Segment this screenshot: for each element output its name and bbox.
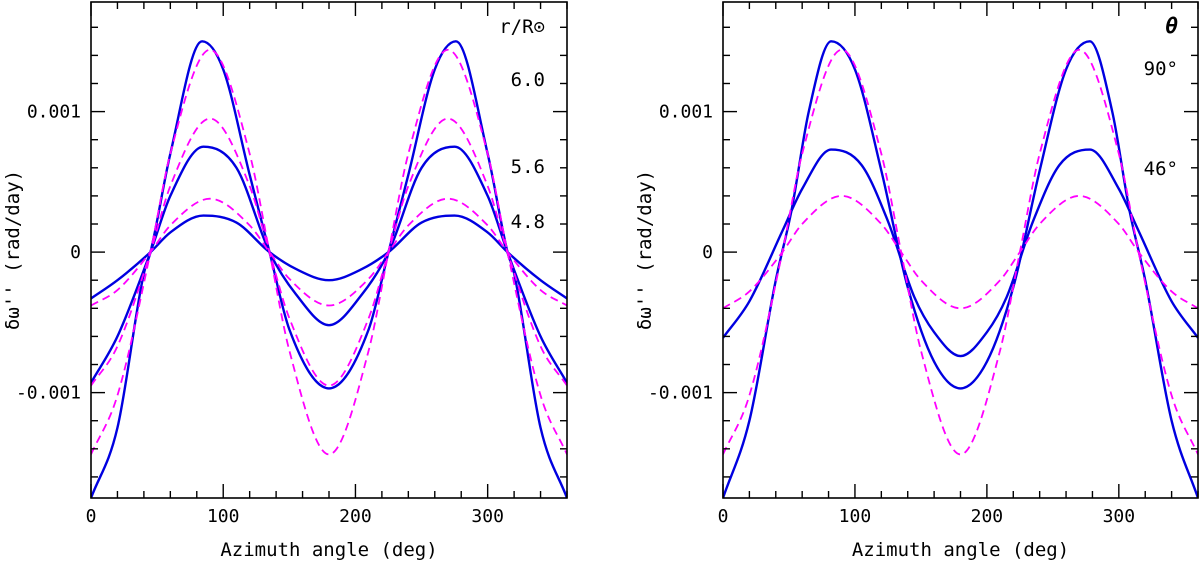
legend-title: θ [1165, 14, 1178, 38]
y-tick-label: 0 [702, 242, 713, 263]
legend-title: r/R⊙ [499, 16, 545, 38]
y-tick-label: 0.001 [659, 102, 713, 123]
x-tick-label: 200 [339, 506, 372, 527]
legend-entry: 5.6 [511, 156, 545, 178]
y-tick-label: -0.001 [16, 383, 81, 404]
legend-entry: 90° [1144, 58, 1178, 80]
plot-frame [90, 1, 568, 499]
dashed-series-6 [91, 197, 567, 307]
dashed-series-4 [723, 194, 1198, 310]
y-axis-label: δω'' (rad/day) [634, 170, 656, 330]
chart-panel-1: 0 100 200 300 -0.001 0 0.001 Azimuth angle (deg… [2, 1, 568, 561]
x-tick-label: 300 [1103, 506, 1136, 527]
x-tick-label: 0 [718, 506, 729, 527]
x-tick-label: 300 [471, 506, 504, 527]
legend: θ 90° 46° [1144, 14, 1179, 180]
solid-series-1 [91, 40, 567, 498]
y-axis-label: δω'' (rad/day) [2, 170, 24, 330]
solid-series-2 [91, 145, 567, 384]
y-tick-label: -0.001 [648, 383, 713, 404]
y-tick-label: 0.001 [27, 102, 81, 123]
x-tick-label: 100 [839, 506, 872, 527]
series-group [723, 40, 1198, 498]
legend-entry: 46° [1144, 158, 1178, 180]
chart-panel-2: 0 100 200 300 -0.001 0 0.001 Azimuth angle (deg… [634, 1, 1199, 561]
x-axis-label: Azimuth angle (deg) [852, 539, 1069, 561]
legend-entry: 6.0 [511, 69, 545, 91]
plot-frame [722, 1, 1199, 499]
solid-series-3 [91, 214, 567, 300]
x-tick-label: 100 [207, 506, 240, 527]
solid-series-1 [723, 40, 1198, 498]
legend-entry: 4.8 [511, 211, 545, 233]
legend: r/R⊙ 6.0 5.6 4.8 [499, 16, 545, 233]
x-axis-label: Azimuth angle (deg) [220, 539, 437, 561]
solid-series-2 [723, 148, 1198, 358]
x-tick-label: 200 [971, 506, 1004, 527]
series-group [91, 40, 567, 498]
dashed-series-3 [723, 48, 1198, 456]
x-tick-label: 0 [86, 506, 97, 527]
y-tick-label: 0 [70, 242, 81, 263]
dashed-series-5 [91, 117, 567, 387]
dashed-series-4 [91, 48, 567, 456]
